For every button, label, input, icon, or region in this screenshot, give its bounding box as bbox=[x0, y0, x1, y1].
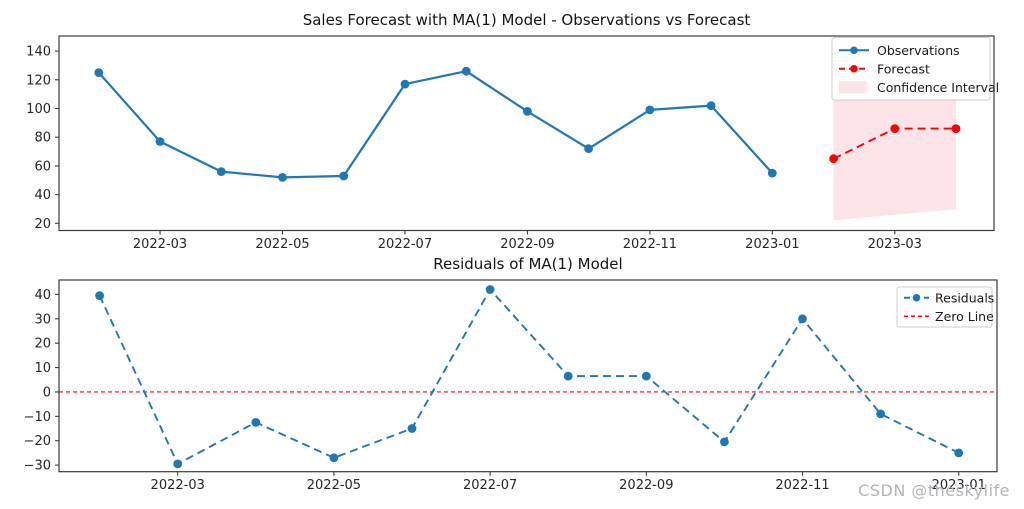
legend-band-swatch bbox=[839, 81, 867, 94]
residuals-point bbox=[563, 371, 573, 381]
x-tick-label: 2022-05 bbox=[255, 237, 309, 252]
confidence-interval-band bbox=[833, 99, 957, 221]
forecast-point bbox=[829, 154, 838, 164]
observations-line bbox=[97, 70, 774, 179]
x-tick-label: 2022-05 bbox=[307, 478, 361, 493]
y-tick-label: 140 bbox=[26, 45, 51, 60]
legend-label: Residuals bbox=[935, 290, 994, 305]
legend-box bbox=[896, 286, 993, 328]
observations-point bbox=[461, 66, 471, 76]
observations-point bbox=[216, 167, 226, 177]
residuals-point bbox=[329, 453, 339, 463]
observations-point bbox=[645, 105, 655, 115]
y-tick-label: 60 bbox=[34, 159, 51, 174]
y-tick-label: 20 bbox=[34, 337, 51, 352]
legend: Observations Forecast Confidence Interval bbox=[831, 37, 999, 101]
x-tick-label: 2022-09 bbox=[619, 478, 673, 493]
observations-point bbox=[400, 79, 410, 89]
y-tick-label: −30 bbox=[24, 459, 51, 474]
axes-frame bbox=[58, 279, 998, 473]
x-tick-label: 2022-03 bbox=[151, 478, 205, 493]
chart-sales-forecast-with-ma-1: 20 40 60 80 100 120 140 2022-03 2022-05 2022-07 20… bbox=[26, 11, 999, 252]
y-tick-label: 0 bbox=[43, 385, 51, 400]
x-tick-label: 2022-11 bbox=[775, 478, 829, 493]
legend-label: Confidence Interval bbox=[877, 80, 999, 95]
x-tick-label: 2022-07 bbox=[463, 478, 517, 493]
residuals-point bbox=[251, 418, 261, 427]
observations-point bbox=[706, 101, 716, 110]
forecast-point bbox=[890, 124, 900, 133]
residuals-point bbox=[876, 409, 885, 419]
y-tick-label: 10 bbox=[34, 361, 51, 376]
residuals-point bbox=[720, 437, 729, 447]
legend-label: Observations bbox=[877, 43, 960, 58]
observations-point bbox=[278, 173, 287, 182]
x-tick-label: 2022-11 bbox=[623, 237, 677, 252]
observations-point bbox=[523, 107, 532, 116]
axes-frame bbox=[58, 35, 995, 232]
observations-markers bbox=[94, 66, 777, 182]
chart-title: Residuals of MA(1) Model bbox=[433, 255, 622, 273]
y-tick-label: 30 bbox=[34, 312, 51, 327]
chart-title: Sales Forecast with MA(1) Model - Observ… bbox=[303, 11, 751, 29]
legend-label: Zero Line bbox=[935, 309, 994, 324]
legend-marker bbox=[850, 46, 858, 55]
residuals-point bbox=[641, 371, 651, 381]
y-tick-label: 40 bbox=[34, 188, 51, 203]
x-tick-label: 2023-01 bbox=[932, 478, 986, 493]
y-tick-label: 80 bbox=[34, 131, 51, 146]
observations-point bbox=[94, 68, 104, 77]
residuals-point bbox=[407, 424, 417, 433]
legend-label: Forecast bbox=[877, 61, 930, 76]
observations-point bbox=[155, 137, 165, 146]
residuals-point bbox=[95, 291, 104, 300]
forecast-markers bbox=[829, 124, 961, 164]
y-tick-label: −20 bbox=[24, 434, 51, 449]
forecast-point bbox=[951, 124, 961, 133]
y-tick-label: 40 bbox=[34, 288, 51, 303]
chart-residuals-of-ma-1-model: −30 −20 −10 0 10 20 30 40 2022-03 2022-05 2022-07 2… bbox=[24, 255, 998, 493]
residuals-point bbox=[485, 285, 495, 294]
residuals-point bbox=[173, 459, 183, 469]
residuals-line bbox=[98, 288, 960, 465]
x-tick-label: 2022-09 bbox=[500, 237, 554, 252]
y-tick-label: 100 bbox=[26, 102, 51, 117]
y-tick-label: 20 bbox=[34, 217, 51, 232]
y-tick-label: −10 bbox=[24, 410, 51, 425]
residuals-markers bbox=[95, 285, 964, 469]
legend-marker bbox=[850, 64, 858, 73]
residuals-point bbox=[798, 314, 807, 324]
legend-marker bbox=[912, 293, 921, 302]
observations-point bbox=[584, 144, 593, 154]
legend-box bbox=[831, 37, 991, 101]
x-tick-label: 2023-01 bbox=[745, 237, 799, 252]
residuals-point bbox=[954, 448, 964, 458]
x-tick-label: 2022-03 bbox=[133, 237, 187, 252]
observations-point bbox=[339, 171, 349, 181]
x-tick-label: 2023-03 bbox=[868, 237, 922, 252]
y-tick-label: 120 bbox=[26, 73, 51, 88]
x-tick-label: 2022-07 bbox=[378, 237, 432, 252]
legend: Residuals Zero Line bbox=[896, 286, 994, 328]
observations-point bbox=[767, 168, 777, 178]
